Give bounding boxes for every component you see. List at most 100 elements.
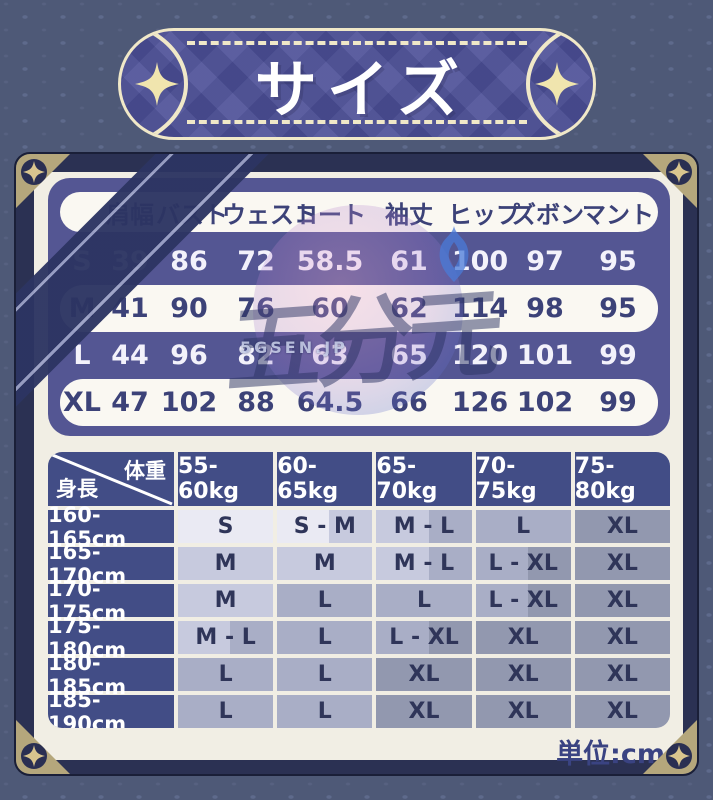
height-row-label: 170-175cm <box>48 577 174 625</box>
value: 90 <box>170 293 208 324</box>
fit-cell: M - L <box>376 510 472 543</box>
size-label: L <box>73 340 91 371</box>
fit-cell: M <box>178 547 274 580</box>
value: 96 <box>170 340 208 371</box>
header-waist: ウェスト <box>222 200 318 229</box>
fit-cell: XL <box>574 547 670 580</box>
value: 66 <box>390 387 428 418</box>
value: 64.5 <box>296 387 364 418</box>
value: 102 <box>160 387 218 418</box>
fit-cell: XL <box>574 510 670 543</box>
fit-table: 体重 身長 55-60kg 60-65kg 65-70kg 70-75kg 75… <box>48 452 670 728</box>
header-coat: コート <box>294 200 366 229</box>
height-row-label: 180-185cm <box>48 651 174 699</box>
corner-star-icon <box>21 743 47 769</box>
value: 47 <box>111 387 149 418</box>
height-row-label: 175-180cm <box>48 614 174 662</box>
value: 101 <box>516 340 574 371</box>
value: 44 <box>111 340 149 371</box>
corner-star-icon <box>21 159 47 185</box>
table-row-xl: XL 47 102 88 64.5 66 126 102 99 <box>60 379 658 426</box>
banner-argyle-pattern <box>121 31 593 137</box>
fit-cell: XL <box>475 621 571 654</box>
height-row-label: 165-170cm <box>48 540 174 588</box>
value: 58.5 <box>296 246 364 277</box>
value: 60 <box>311 293 349 324</box>
fit-cell: L <box>376 584 472 617</box>
size-chart-card: 肩幅 バスト ウェスト コート 袖丈 ヒップ ズボン マント S 39 86 7… <box>14 152 699 776</box>
fit-cell: XL <box>574 584 670 617</box>
value: 98 <box>526 293 564 324</box>
value: 65 <box>390 340 428 371</box>
fit-cell: L - XL <box>475 547 571 580</box>
fit-cell: L - XL <box>475 584 571 617</box>
header-sleeve: 袖丈 <box>385 200 433 229</box>
value: 126 <box>451 387 509 418</box>
corner-star-icon <box>666 159 692 185</box>
fit-cell: M <box>178 584 274 617</box>
weight-header: 75-80kg <box>574 452 670 506</box>
fit-cell: XL <box>574 695 670 728</box>
value: 114 <box>451 293 509 324</box>
fit-cell: L - XL <box>376 621 472 654</box>
fit-cell: XL <box>574 658 670 691</box>
unit-note: 単位:cm <box>556 739 665 770</box>
title-banner: サイズ <box>118 28 596 140</box>
fit-cell: L <box>178 658 274 691</box>
value: 100 <box>451 246 509 277</box>
page-title: サイズ <box>254 53 470 126</box>
weight-header: 65-70kg <box>376 452 472 506</box>
value: 99 <box>599 340 637 371</box>
banner-dashed-line-top <box>187 41 527 45</box>
value: 95 <box>599 293 637 324</box>
size-label: XL <box>62 387 102 418</box>
fit-cell: M - L <box>178 621 274 654</box>
fit-cell: L <box>475 510 571 543</box>
weight-label: 体重 <box>124 459 166 483</box>
value: 88 <box>237 387 275 418</box>
header-pants: ズボン <box>512 200 584 229</box>
sparkle-icon <box>135 62 179 106</box>
fit-cell: XL <box>376 695 472 728</box>
value: 61 <box>390 246 428 277</box>
value: 62 <box>390 293 428 324</box>
banner-dashed-line-bottom <box>187 120 527 124</box>
fit-cell: L <box>277 584 373 617</box>
fit-cell: XL <box>475 695 571 728</box>
value: 97 <box>526 246 564 277</box>
value: 82 <box>237 340 275 371</box>
fit-cell: XL <box>475 658 571 691</box>
fit-cell: L <box>277 695 373 728</box>
weight-header: 60-65kg <box>277 452 373 506</box>
fit-cell: L <box>277 658 373 691</box>
height-label: 身長 <box>56 477 98 501</box>
weight-header: 70-75kg <box>475 452 571 506</box>
value: 102 <box>516 387 574 418</box>
fit-cell: L <box>178 695 274 728</box>
value: 99 <box>599 387 637 418</box>
height-row-label: 185-190cm <box>48 688 174 728</box>
fit-cell: M <box>277 547 373 580</box>
fit-cell: XL <box>376 658 472 691</box>
value: 72 <box>237 246 275 277</box>
header-hip: ヒップ <box>448 200 520 229</box>
table-row-l: L 44 96 82 63 65 120 101 99 <box>60 332 658 379</box>
weight-header: 55-60kg <box>178 452 274 506</box>
fit-cell: S <box>178 510 274 543</box>
value: 95 <box>599 246 637 277</box>
fit-cell: XL <box>574 621 670 654</box>
value: 120 <box>451 340 509 371</box>
banner-left-ornament <box>123 31 219 137</box>
header-cape: マント <box>582 200 654 229</box>
fit-cell: L <box>277 621 373 654</box>
fit-cell: S - M <box>277 510 373 543</box>
value: 86 <box>170 246 208 277</box>
value: 63 <box>311 340 349 371</box>
value: 76 <box>237 293 275 324</box>
height-row-label: 160-165cm <box>48 503 174 551</box>
fit-corner-cell: 体重 身長 <box>48 452 174 506</box>
sparkle-icon <box>535 62 579 106</box>
table-row-m: M 41 90 76 60 62 114 98 95 <box>60 285 658 332</box>
banner-right-ornament <box>495 31 591 137</box>
